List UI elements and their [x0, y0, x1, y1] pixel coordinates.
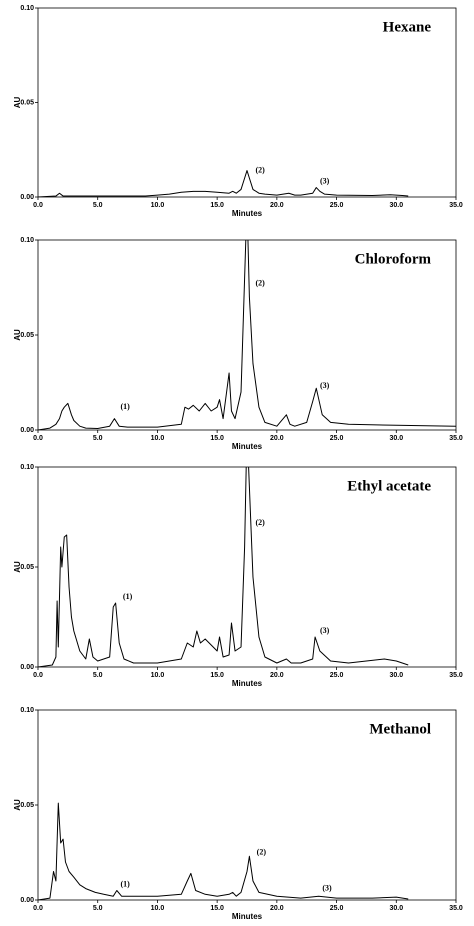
x-tick-label: 5.0 — [93, 435, 103, 442]
peak-label: (1) — [123, 592, 133, 601]
x-axis-label: Minutes — [232, 209, 263, 218]
x-tick-label: 10.0 — [151, 905, 165, 912]
x-tick-label: 25.0 — [330, 202, 344, 209]
x-tick-label: 0.0 — [33, 672, 43, 679]
x-tick-label: 35.0 — [449, 905, 463, 912]
trace-line — [38, 240, 456, 430]
trace-line — [38, 170, 409, 197]
x-tick-label: 0.0 — [33, 435, 43, 442]
y-tick-label: 0.05 — [20, 564, 34, 571]
x-tick-label: 10.0 — [151, 202, 165, 209]
x-tick-label: 35.0 — [449, 435, 463, 442]
trace-line — [38, 802, 409, 900]
y-tick-label: 0.10 — [20, 5, 34, 12]
y-tick-label: 0.00 — [20, 664, 34, 671]
y-tick-label: 0.10 — [20, 237, 34, 244]
y-tick-label: 0.00 — [20, 897, 34, 904]
peak-label: (2) — [255, 279, 265, 288]
x-tick-label: 30.0 — [389, 672, 403, 679]
chart-title: Chloroform — [355, 251, 432, 267]
x-tick-label: 0.0 — [33, 905, 43, 912]
x-tick-label: 10.0 — [151, 672, 165, 679]
x-tick-label: 30.0 — [389, 905, 403, 912]
x-tick-label: 25.0 — [330, 905, 344, 912]
chart-panel: 0.00 0.05 0.10 0.0 5.0 10.0 15.0 20.0 25.0 30.0 35… — [13, 5, 463, 218]
x-axis-label: Minutes — [232, 442, 263, 451]
x-tick-label: 0.0 — [33, 202, 43, 209]
peak-label: (1) — [121, 402, 131, 411]
peak-label: (3) — [320, 177, 330, 186]
x-tick-label: 15.0 — [210, 435, 224, 442]
y-tick-label: 0.10 — [20, 707, 34, 714]
x-tick-label: 15.0 — [210, 672, 224, 679]
chart-title: Ethyl acetate — [347, 478, 431, 494]
peak-label: (2) — [255, 518, 265, 527]
peak-label: (2) — [257, 847, 267, 856]
y-axis-label: AU — [13, 561, 22, 573]
peak-label: (3) — [320, 381, 330, 390]
x-tick-label: 20.0 — [270, 905, 284, 912]
peak-label: (1) — [121, 880, 131, 889]
chart-panel: 0.00 0.05 0.10 0.0 5.0 10.0 15.0 20.0 25.0 30.0 35… — [13, 237, 463, 451]
x-tick-label: 10.0 — [151, 435, 165, 442]
y-axis-label: AU — [13, 97, 22, 109]
y-tick-label: 0.05 — [20, 802, 34, 809]
y-axis-label: AU — [13, 329, 22, 341]
peak-label: (3) — [322, 883, 332, 892]
y-tick-label: 0.00 — [20, 194, 34, 201]
x-tick-label: 20.0 — [270, 672, 284, 679]
peak-label: (3) — [320, 626, 330, 635]
chart-panel: 0.00 0.05 0.10 0.0 5.0 10.0 15.0 20.0 25.0 30.0 35… — [13, 707, 463, 921]
x-tick-label: 30.0 — [389, 435, 403, 442]
plot-frame — [37, 466, 457, 668]
x-tick-label: 15.0 — [210, 202, 224, 209]
x-axis-label: Minutes — [232, 679, 263, 688]
y-axis-label: AU — [13, 799, 22, 811]
x-tick-label: 20.0 — [270, 435, 284, 442]
trace-line — [38, 467, 409, 667]
y-tick-label: 0.05 — [20, 99, 34, 106]
x-tick-label: 5.0 — [93, 672, 103, 679]
x-tick-label: 25.0 — [330, 435, 344, 442]
x-tick-label: 5.0 — [93, 905, 103, 912]
chart-title: Hexane — [383, 19, 432, 35]
x-axis-label: Minutes — [232, 912, 263, 921]
y-tick-label: 0.00 — [20, 427, 34, 434]
x-tick-label: 15.0 — [210, 905, 224, 912]
x-tick-label: 25.0 — [330, 672, 344, 679]
x-tick-label: 20.0 — [270, 202, 284, 209]
x-tick-label: 5.0 — [93, 202, 103, 209]
chart-panel: 0.00 0.05 0.10 0.0 5.0 10.0 15.0 20.0 25.0 30.0 35… — [13, 464, 463, 688]
x-tick-label: 35.0 — [449, 202, 463, 209]
plot-frame — [37, 7, 457, 198]
x-tick-label: 30.0 — [389, 202, 403, 209]
plot-frame — [37, 239, 457, 431]
y-tick-label: 0.05 — [20, 332, 34, 339]
peak-label: (2) — [255, 165, 265, 174]
x-tick-label: 35.0 — [449, 672, 463, 679]
y-tick-label: 0.10 — [20, 464, 34, 471]
chart-title: Methanol — [369, 721, 431, 737]
